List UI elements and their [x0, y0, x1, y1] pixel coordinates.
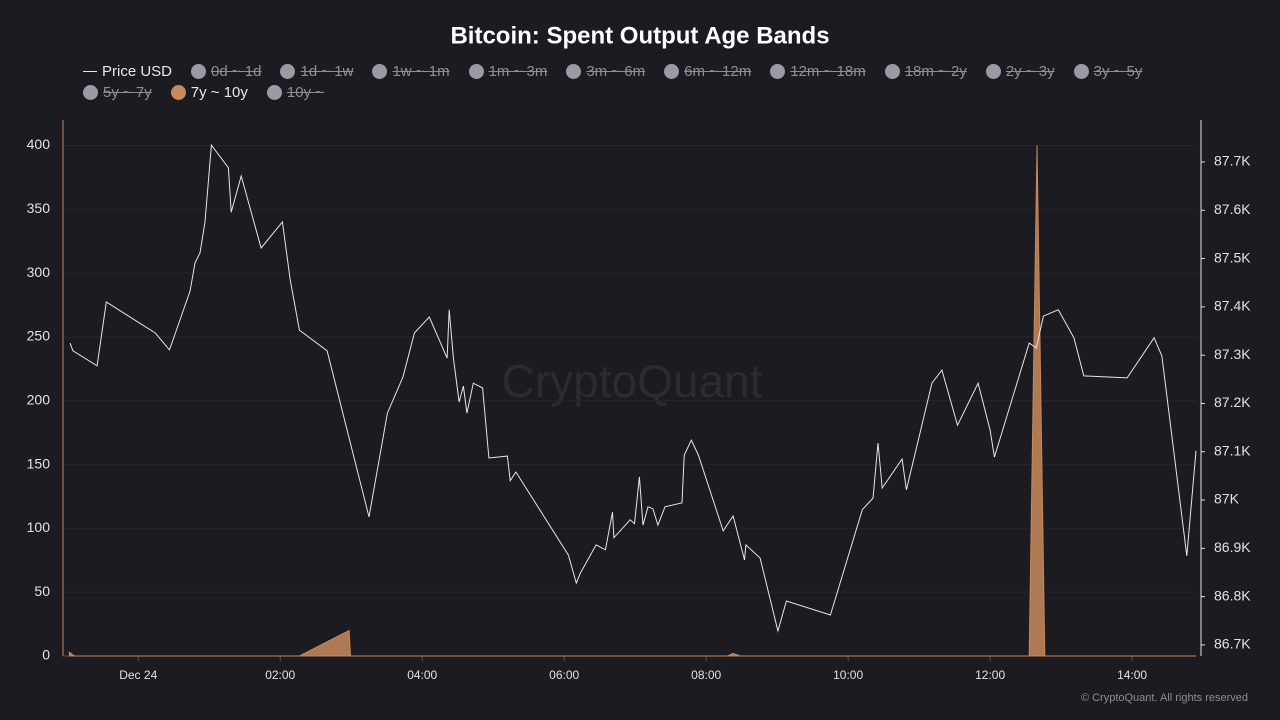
x-tick-label: 14:00 [1117, 668, 1147, 682]
legend-label: 1m ~ 3m [488, 63, 548, 80]
chart-title: Bitcoin: Spent Output Age Bands [450, 22, 829, 49]
legend-label: 1d ~ 1w [300, 63, 354, 80]
legend-item[interactable]: 6m ~ 12m [664, 61, 751, 82]
legend-item[interactable]: 3m ~ 6m [566, 61, 645, 82]
x-tick-label: 04:00 [407, 668, 437, 682]
x-tick-label: 02:00 [265, 668, 295, 682]
y2-tick-label: 87.5K [1214, 249, 1251, 265]
y-tick-label: 300 [27, 264, 51, 280]
legend-item[interactable]: 1m ~ 3m [468, 61, 548, 82]
y2-tick-label: 87K [1214, 491, 1240, 507]
legend-label: 7y ~ 10y [190, 84, 248, 101]
y-tick-label: 100 [27, 519, 51, 535]
y-tick-label: 150 [27, 455, 51, 471]
legend-item[interactable]: 2y ~ 3y [985, 61, 1055, 82]
y2-tick-label: 86.9K [1214, 539, 1251, 555]
watermark: CryptoQuant [502, 355, 763, 407]
legend-item[interactable]: 3y ~ 5y [1073, 61, 1143, 82]
legend-label: 3y ~ 5y [1093, 63, 1143, 80]
y-tick-label: 400 [27, 136, 51, 152]
legend-swatch [468, 64, 484, 79]
legend-label: 6m ~ 12m [684, 63, 752, 80]
legend-item[interactable]: 12m ~ 18m [770, 61, 866, 82]
legend-swatch [884, 64, 900, 79]
y2-tick-label: 87.4K [1214, 298, 1251, 314]
legend-label: 18m ~ 2y [904, 63, 967, 80]
area [68, 145, 1196, 657]
legend-swatch [83, 71, 97, 72]
legend-swatch [770, 64, 786, 79]
legend-label: 3m ~ 6m [586, 63, 646, 80]
x-tick-label: 12:00 [975, 668, 1005, 682]
legend-swatch [566, 64, 582, 79]
legend-label: 12m ~ 18m [790, 63, 866, 80]
legend-item[interactable]: 1w ~ 1m [372, 61, 450, 82]
x-tick-label: 10:00 [833, 668, 863, 682]
legend-swatch [1073, 64, 1089, 79]
legend-swatch [372, 64, 388, 79]
legend-label: Price USD [102, 63, 173, 80]
line [69, 143, 1197, 633]
y2-tick-label: 87.1K [1214, 442, 1251, 458]
legend-item[interactable]: 5y ~ 7y [83, 82, 152, 103]
legend-item[interactable]: 1d ~ 1w [280, 61, 353, 82]
y-tick-label: 200 [27, 391, 51, 407]
legend-swatch [985, 64, 1001, 79]
legend-swatch [83, 85, 98, 100]
legend-label: 10y ~ [286, 84, 325, 101]
legend-item[interactable]: 0d ~ 1d [191, 61, 261, 82]
legend-label: 1w ~ 1m [392, 63, 450, 80]
legend-swatch [170, 85, 186, 100]
legend-item[interactable]: 10y ~ [266, 82, 325, 103]
y2-tick-label: 87.3K [1214, 346, 1251, 362]
legend-item[interactable]: 18m ~ 2y [884, 61, 967, 82]
legend-swatch [191, 64, 207, 79]
legend-label: 0d ~ 1d [211, 63, 262, 80]
y2-tick-label: 86.7K [1214, 636, 1251, 652]
y-tick-label: 250 [27, 328, 51, 344]
copyright: © CryptoQuant. All rights reserved [1081, 692, 1248, 704]
legend-label: 2y ~ 3y [1005, 63, 1055, 80]
x-tick-label: Dec 24 [119, 668, 157, 682]
legend-item[interactable]: Price USD [83, 61, 172, 82]
y-tick-label: 0 [42, 647, 50, 663]
y-tick-label: 350 [27, 200, 51, 216]
legend-swatch [664, 64, 680, 79]
legend-swatch [266, 85, 282, 100]
y2-tick-label: 87.6K [1214, 201, 1251, 217]
x-tick-label: 08:00 [691, 668, 721, 682]
y2-tick-label: 87.7K [1214, 153, 1251, 169]
legend: Price USD 0d ~ 1d 1d ~ 1w 1w ~ 1m 1m ~ 3m 3m … [83, 61, 1213, 103]
y2-tick-label: 87.2K [1214, 394, 1251, 410]
x-tick-label: 06:00 [549, 668, 579, 682]
y2-tick-label: 86.8K [1214, 587, 1251, 603]
legend-label: 5y ~ 7y [103, 84, 152, 101]
legend-item[interactable]: 7y ~ 10y [170, 82, 248, 103]
legend-swatch [280, 64, 296, 79]
y-tick-label: 50 [34, 583, 50, 599]
